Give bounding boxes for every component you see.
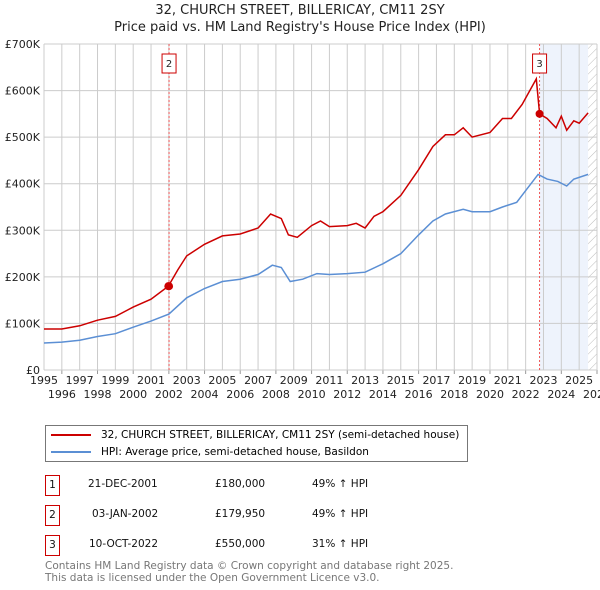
x-tick-label: 2018	[440, 388, 468, 401]
x-tick-label: 1999	[101, 374, 129, 387]
footer: Contains HM Land Registry data © Crown c…	[45, 560, 453, 584]
hatched-region	[588, 44, 597, 370]
y-tick-label: £300K	[5, 224, 41, 237]
y-tick-label: £0	[26, 364, 40, 377]
price-chart: 1995199619971998199920002001200220032004…	[5, 38, 600, 401]
sale-label: 3	[536, 59, 542, 70]
y-tick-label: £100K	[5, 317, 41, 330]
x-tick-label: 2003	[173, 374, 201, 387]
price-paid-line	[44, 76, 589, 330]
forecast-shading	[539, 44, 589, 370]
x-tick-label: 2020	[476, 388, 504, 401]
y-tick-label: £400K	[5, 178, 41, 191]
sale-label-box	[161, 53, 177, 74]
x-tick-label: 1998	[84, 388, 112, 401]
legend-item-property: 32, CHURCH STREET, BILLERICAY, CM11 2SY …	[51, 429, 459, 441]
sale-price: £179,950	[215, 508, 266, 520]
blue-line-swatch	[51, 451, 91, 453]
sale-marker-badge: 1	[45, 475, 60, 496]
licence-text: This data is licensed under the Open Gov…	[45, 572, 380, 584]
x-tick-label: 2021	[494, 374, 522, 387]
chart-subtitle: Price paid vs. HM Land Registry's House …	[114, 20, 486, 35]
x-tick-label: 2008	[262, 388, 290, 401]
x-tick-label: 1997	[66, 374, 94, 387]
x-tick-label: 2012	[333, 388, 361, 401]
x-tick-label: 2004	[191, 388, 219, 401]
x-tick-label: 2007	[244, 374, 272, 387]
sale-point	[535, 109, 544, 118]
x-tick-label: 2002	[155, 388, 183, 401]
y-tick-label: £600K	[5, 85, 41, 98]
sale-date: 21-DEC-2001	[88, 478, 158, 490]
x-tick-label: 2022	[512, 388, 540, 401]
x-tick-label: 2006	[226, 388, 254, 401]
y-tick-label: £500K	[5, 131, 41, 144]
hpi-line	[43, 173, 589, 344]
legend: 32, CHURCH STREET, BILLERICAY, CM11 2SY …	[45, 425, 468, 462]
legend-label: 32, CHURCH STREET, BILLERICAY, CM11 2SY …	[101, 429, 460, 441]
sale-marker-badge: 2	[45, 505, 60, 526]
x-tick-label: 2016	[405, 388, 433, 401]
x-tick-label: 2025	[565, 374, 593, 387]
x-tick-label: 2017	[422, 374, 450, 387]
x-tick-label: 2009	[280, 374, 308, 387]
x-tick-label: 2011	[315, 374, 343, 387]
chart-title: 32, CHURCH STREET, BILLERICAY, CM11 2SY	[155, 3, 445, 18]
x-tick-label: 2024	[547, 388, 575, 401]
red-line-swatch	[51, 434, 91, 436]
y-tick-label: £700K	[5, 38, 41, 51]
x-tick-label: 2026	[583, 388, 600, 401]
sale-hpi: 31% ↑ HPI	[312, 538, 369, 550]
x-tick-label: 2015	[387, 374, 415, 387]
x-tick-label: 2019	[458, 374, 486, 387]
x-tick-label: 2005	[208, 374, 236, 387]
x-tick-label: 1996	[48, 388, 76, 401]
sale-price: £180,000	[215, 478, 266, 490]
x-tick-label: 2001	[137, 374, 165, 387]
x-tick-label: 2013	[351, 374, 379, 387]
y-tick-label: £200K	[5, 271, 41, 284]
sale-date: 03-JAN-2002	[92, 508, 159, 520]
x-tick-label: 2023	[529, 374, 557, 387]
x-tick-label: 1995	[30, 374, 58, 387]
legend-label: HPI: Average price, semi-detached house,…	[101, 446, 369, 458]
sale-label-box	[532, 53, 548, 74]
sale-date: 10-OCT-2022	[89, 538, 158, 550]
x-tick-label: 2000	[119, 388, 147, 401]
x-tick-label: 2010	[298, 388, 326, 401]
x-tick-label: 2014	[369, 388, 397, 401]
sale-label: 2	[166, 59, 172, 70]
sale-marker-badge: 3	[45, 535, 60, 556]
sale-hpi: 49% ↑ HPI	[312, 478, 369, 490]
sale-hpi: 49% ↑ HPI	[312, 508, 369, 520]
sale-point	[165, 282, 174, 291]
legend-item-hpi: HPI: Average price, semi-detached house,…	[51, 446, 369, 458]
sale-price: £550,000	[215, 538, 266, 550]
copyright-text: Contains HM Land Registry data © Crown c…	[45, 560, 454, 572]
